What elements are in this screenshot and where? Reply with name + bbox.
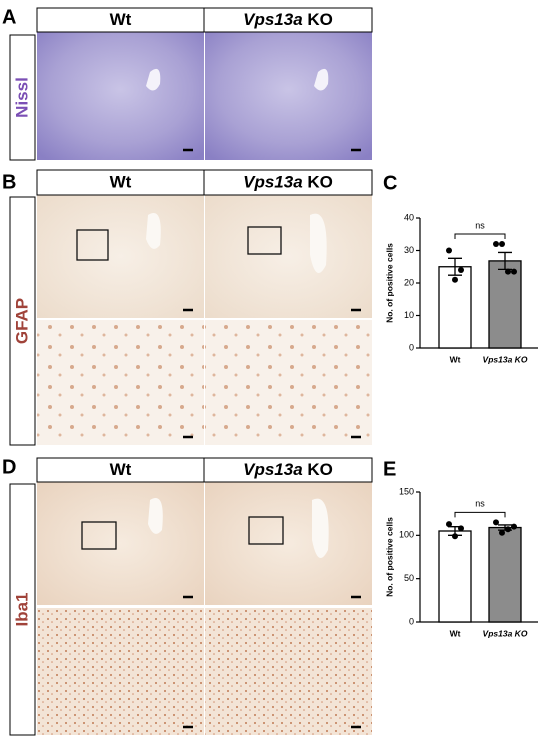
- column-header: Vps13a KO: [243, 460, 333, 479]
- data-point: [452, 533, 458, 540]
- header-italic: Vps13a: [243, 460, 303, 479]
- data-point: [493, 519, 499, 526]
- column-header: Wt: [110, 10, 132, 29]
- column-header-box: [203, 457, 373, 483]
- panel-letter: D: [2, 456, 16, 478]
- significance-bracket: [454, 511, 506, 518]
- header-plain: Wt: [110, 173, 132, 192]
- error-bar: [448, 257, 462, 276]
- y-tick-label: 40: [404, 212, 414, 222]
- header-italic: Vps13a: [243, 173, 303, 192]
- stain-label: Nissl: [12, 77, 31, 118]
- stain-label: GFAP: [12, 298, 31, 344]
- data-point: [446, 247, 452, 254]
- header-plain: Wt: [110, 460, 132, 479]
- y-tick-label: 10: [404, 310, 414, 320]
- y-tick-label: 30: [404, 245, 414, 255]
- x-tick-label: Wt: [450, 628, 461, 638]
- header-plain: Wt: [110, 10, 132, 29]
- column-header-box: [36, 457, 205, 483]
- x-tick-label: Vps13a KO: [483, 628, 528, 638]
- data-point: [458, 267, 464, 273]
- column-header: Wt: [110, 460, 132, 479]
- zoom-box: [248, 516, 284, 545]
- y-tick-label: 0: [409, 616, 414, 626]
- y-tick-label: 20: [404, 277, 414, 287]
- zoom-box: [247, 226, 282, 255]
- column-header: Wt: [110, 173, 132, 192]
- column-header-box: [36, 7, 205, 33]
- column-header-box: [203, 169, 373, 196]
- stain-label-box: [9, 34, 36, 161]
- header-plain: KO: [307, 10, 333, 29]
- significance-bracket: [454, 233, 506, 239]
- data-point: [446, 521, 452, 528]
- x-tick-label: Vps13a KO: [483, 354, 528, 364]
- column-header-box: [36, 169, 205, 196]
- data-point: [458, 525, 464, 532]
- micrograph: [37, 608, 204, 735]
- stain-label-box: [9, 483, 36, 736]
- data-point: [493, 241, 499, 247]
- micrograph: [205, 482, 372, 605]
- significance-label: ns: [475, 499, 485, 509]
- y-axis-label: No. of positive cells: [384, 243, 394, 323]
- data-point: [505, 268, 511, 275]
- significance-label: ns: [475, 220, 485, 230]
- micrograph: [205, 320, 372, 445]
- micrograph: [37, 320, 204, 445]
- y-axis-label: No. of positive cells: [384, 517, 394, 597]
- data-point: [499, 241, 505, 247]
- bar: [488, 260, 522, 349]
- data-point: [505, 526, 511, 533]
- panel-letter: A: [2, 6, 16, 28]
- column-header: Vps13a KO: [243, 173, 333, 192]
- x-tick-label: Wt: [450, 354, 461, 364]
- data-point: [452, 276, 458, 283]
- column-header: Vps13a KO: [243, 10, 333, 29]
- panel-letter: E: [383, 458, 396, 480]
- data-point: [499, 529, 505, 536]
- data-point: [511, 523, 517, 530]
- panel-letter: C: [383, 172, 397, 194]
- panel-letter: B: [2, 171, 16, 193]
- header-italic: Vps13a: [243, 10, 303, 29]
- micrograph: [37, 482, 204, 605]
- micrograph: [37, 32, 204, 160]
- stain-label-box: [9, 196, 36, 446]
- bar: [438, 530, 472, 623]
- micrograph: [205, 32, 372, 160]
- micrograph: [205, 608, 372, 735]
- data-point: [511, 268, 517, 275]
- y-tick-label: 0: [409, 342, 414, 352]
- y-tick-label: 100: [399, 530, 414, 540]
- y-tick-label: 50: [404, 573, 414, 583]
- header-plain: KO: [307, 173, 333, 192]
- y-tick-label: 150: [399, 486, 414, 496]
- stain-label: Iba1: [12, 592, 31, 626]
- micrographs: [37, 32, 372, 735]
- micrograph: [205, 195, 372, 318]
- micrograph: [37, 195, 204, 318]
- zoom-box: [76, 229, 109, 261]
- bar: [488, 526, 522, 623]
- header-plain: KO: [307, 460, 333, 479]
- zoom-box: [81, 521, 117, 550]
- column-header-box: [203, 7, 373, 33]
